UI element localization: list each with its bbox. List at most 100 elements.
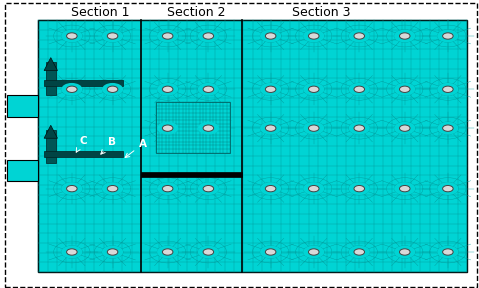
Text: A: A xyxy=(125,139,147,158)
Bar xyxy=(156,102,230,153)
Circle shape xyxy=(265,86,276,92)
Circle shape xyxy=(107,33,118,39)
Circle shape xyxy=(265,249,276,255)
Circle shape xyxy=(260,182,281,195)
Circle shape xyxy=(443,185,453,192)
Circle shape xyxy=(260,122,281,134)
Circle shape xyxy=(157,182,178,195)
Circle shape xyxy=(203,33,214,39)
Circle shape xyxy=(260,83,281,96)
Circle shape xyxy=(308,33,319,39)
Bar xyxy=(46,130,56,163)
Circle shape xyxy=(354,33,365,39)
Circle shape xyxy=(102,246,123,258)
Circle shape xyxy=(162,33,173,39)
Circle shape xyxy=(354,249,365,255)
Circle shape xyxy=(303,30,324,42)
Circle shape xyxy=(394,246,415,258)
Circle shape xyxy=(437,182,458,195)
Circle shape xyxy=(437,30,458,42)
Circle shape xyxy=(437,246,458,258)
Text: Section 2: Section 2 xyxy=(167,6,226,20)
Circle shape xyxy=(308,86,319,92)
Circle shape xyxy=(203,185,214,192)
Bar xyxy=(44,151,123,157)
Circle shape xyxy=(162,125,173,131)
Circle shape xyxy=(303,182,324,195)
Circle shape xyxy=(107,86,118,92)
Circle shape xyxy=(443,86,453,92)
Circle shape xyxy=(308,185,319,192)
Circle shape xyxy=(198,182,219,195)
Circle shape xyxy=(399,86,410,92)
Circle shape xyxy=(198,122,219,134)
Circle shape xyxy=(157,30,178,42)
Circle shape xyxy=(443,249,453,255)
Circle shape xyxy=(102,83,123,96)
Circle shape xyxy=(61,182,82,195)
Bar xyxy=(141,172,242,177)
Circle shape xyxy=(443,33,453,39)
Circle shape xyxy=(107,185,118,192)
Circle shape xyxy=(203,86,214,92)
Polygon shape xyxy=(44,58,57,71)
Circle shape xyxy=(308,249,319,255)
Circle shape xyxy=(349,182,370,195)
Circle shape xyxy=(303,122,324,134)
Circle shape xyxy=(399,249,410,255)
Bar xyxy=(7,160,38,181)
Circle shape xyxy=(354,185,365,192)
Circle shape xyxy=(260,30,281,42)
Circle shape xyxy=(394,182,415,195)
Circle shape xyxy=(67,185,77,192)
Circle shape xyxy=(349,246,370,258)
Bar xyxy=(7,95,38,117)
Circle shape xyxy=(102,182,123,195)
Circle shape xyxy=(198,83,219,96)
Circle shape xyxy=(308,125,319,131)
Circle shape xyxy=(437,122,458,134)
Text: C: C xyxy=(76,136,87,152)
Circle shape xyxy=(67,249,77,255)
Circle shape xyxy=(203,125,214,131)
Circle shape xyxy=(349,30,370,42)
Circle shape xyxy=(349,122,370,134)
Circle shape xyxy=(102,30,123,42)
Circle shape xyxy=(443,125,453,131)
Circle shape xyxy=(303,83,324,96)
Circle shape xyxy=(394,30,415,42)
Text: Section 1: Section 1 xyxy=(71,6,130,20)
Circle shape xyxy=(157,122,178,134)
Circle shape xyxy=(198,246,219,258)
Circle shape xyxy=(162,185,173,192)
Circle shape xyxy=(162,249,173,255)
Polygon shape xyxy=(44,125,57,138)
Bar xyxy=(44,80,123,86)
Circle shape xyxy=(265,33,276,39)
Circle shape xyxy=(61,246,82,258)
Circle shape xyxy=(437,83,458,96)
Bar xyxy=(46,62,56,95)
Circle shape xyxy=(399,33,410,39)
Circle shape xyxy=(399,125,410,131)
Circle shape xyxy=(61,30,82,42)
Circle shape xyxy=(67,33,77,39)
Bar xyxy=(38,20,467,272)
Circle shape xyxy=(303,246,324,258)
Circle shape xyxy=(198,30,219,42)
Circle shape xyxy=(61,83,82,96)
Circle shape xyxy=(399,185,410,192)
Circle shape xyxy=(157,246,178,258)
Text: B: B xyxy=(101,137,116,154)
Text: Section 3: Section 3 xyxy=(292,6,350,20)
Circle shape xyxy=(354,125,365,131)
Circle shape xyxy=(354,86,365,92)
Circle shape xyxy=(157,83,178,96)
Circle shape xyxy=(394,122,415,134)
Circle shape xyxy=(265,185,276,192)
Circle shape xyxy=(107,249,118,255)
Circle shape xyxy=(260,246,281,258)
Circle shape xyxy=(162,86,173,92)
Circle shape xyxy=(265,125,276,131)
Circle shape xyxy=(203,249,214,255)
